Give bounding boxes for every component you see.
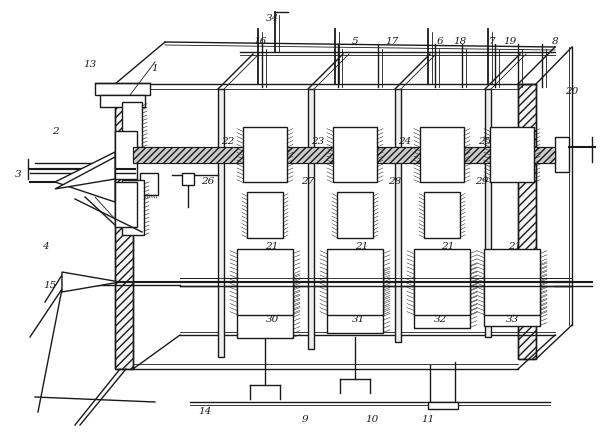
- Bar: [247, 193, 283, 237]
- Text: 16: 16: [253, 38, 266, 46]
- Bar: [414, 262, 470, 328]
- Bar: [243, 127, 287, 182]
- Text: 21: 21: [355, 243, 368, 252]
- Bar: [327, 249, 383, 315]
- Bar: [555, 137, 569, 172]
- Polygon shape: [62, 272, 120, 292]
- Text: 19: 19: [503, 38, 516, 46]
- Text: 29: 29: [475, 177, 489, 186]
- Bar: [237, 249, 293, 315]
- Text: 7: 7: [489, 38, 495, 46]
- Bar: [115, 84, 133, 369]
- Text: 17: 17: [385, 38, 399, 46]
- Text: 3: 3: [14, 170, 21, 180]
- Text: 21: 21: [509, 243, 522, 252]
- Text: 30: 30: [265, 315, 278, 324]
- Bar: [122, 102, 142, 147]
- Bar: [484, 249, 540, 315]
- Text: 27: 27: [301, 177, 315, 186]
- Bar: [100, 95, 145, 107]
- Bar: [95, 83, 150, 95]
- Text: 10: 10: [365, 414, 379, 423]
- Text: 25: 25: [478, 138, 492, 147]
- Bar: [414, 249, 470, 315]
- Text: 2: 2: [52, 127, 59, 136]
- Bar: [133, 147, 555, 163]
- Bar: [337, 193, 373, 237]
- Bar: [490, 127, 534, 182]
- Text: 31: 31: [352, 315, 365, 324]
- Text: 8: 8: [551, 38, 558, 46]
- Text: 21: 21: [265, 243, 278, 252]
- Text: 14: 14: [198, 408, 211, 417]
- Text: 34: 34: [265, 14, 278, 24]
- Bar: [140, 173, 158, 195]
- Bar: [115, 84, 133, 369]
- Bar: [420, 127, 464, 182]
- Bar: [518, 84, 536, 359]
- Text: 1: 1: [152, 64, 158, 73]
- Bar: [308, 89, 314, 349]
- Text: 21: 21: [442, 243, 455, 252]
- Bar: [115, 131, 137, 179]
- Text: 28: 28: [388, 177, 402, 186]
- Bar: [395, 89, 401, 342]
- Text: 24: 24: [399, 138, 411, 147]
- Bar: [115, 182, 137, 227]
- Text: 33: 33: [506, 315, 519, 324]
- Bar: [485, 89, 491, 337]
- Bar: [133, 147, 555, 163]
- Text: 26: 26: [201, 177, 214, 186]
- Text: 18: 18: [454, 38, 467, 46]
- Text: 22: 22: [222, 138, 234, 147]
- Bar: [424, 193, 460, 237]
- Text: 5: 5: [352, 38, 358, 46]
- Text: 32: 32: [434, 315, 446, 324]
- Bar: [237, 273, 293, 337]
- Text: 6: 6: [437, 38, 443, 46]
- Bar: [333, 127, 377, 182]
- Polygon shape: [55, 157, 115, 189]
- Bar: [484, 261, 540, 325]
- Bar: [182, 173, 194, 185]
- Bar: [218, 89, 224, 357]
- Bar: [327, 267, 383, 333]
- Text: 13: 13: [83, 60, 97, 69]
- Text: 23: 23: [312, 138, 324, 147]
- Bar: [518, 84, 536, 359]
- Text: 4: 4: [42, 243, 48, 252]
- Bar: [428, 402, 458, 409]
- Polygon shape: [55, 152, 115, 202]
- Text: 11: 11: [422, 414, 435, 423]
- Text: 15: 15: [43, 281, 57, 290]
- Text: 20: 20: [565, 88, 579, 97]
- Text: 9: 9: [301, 414, 308, 423]
- Bar: [122, 180, 144, 235]
